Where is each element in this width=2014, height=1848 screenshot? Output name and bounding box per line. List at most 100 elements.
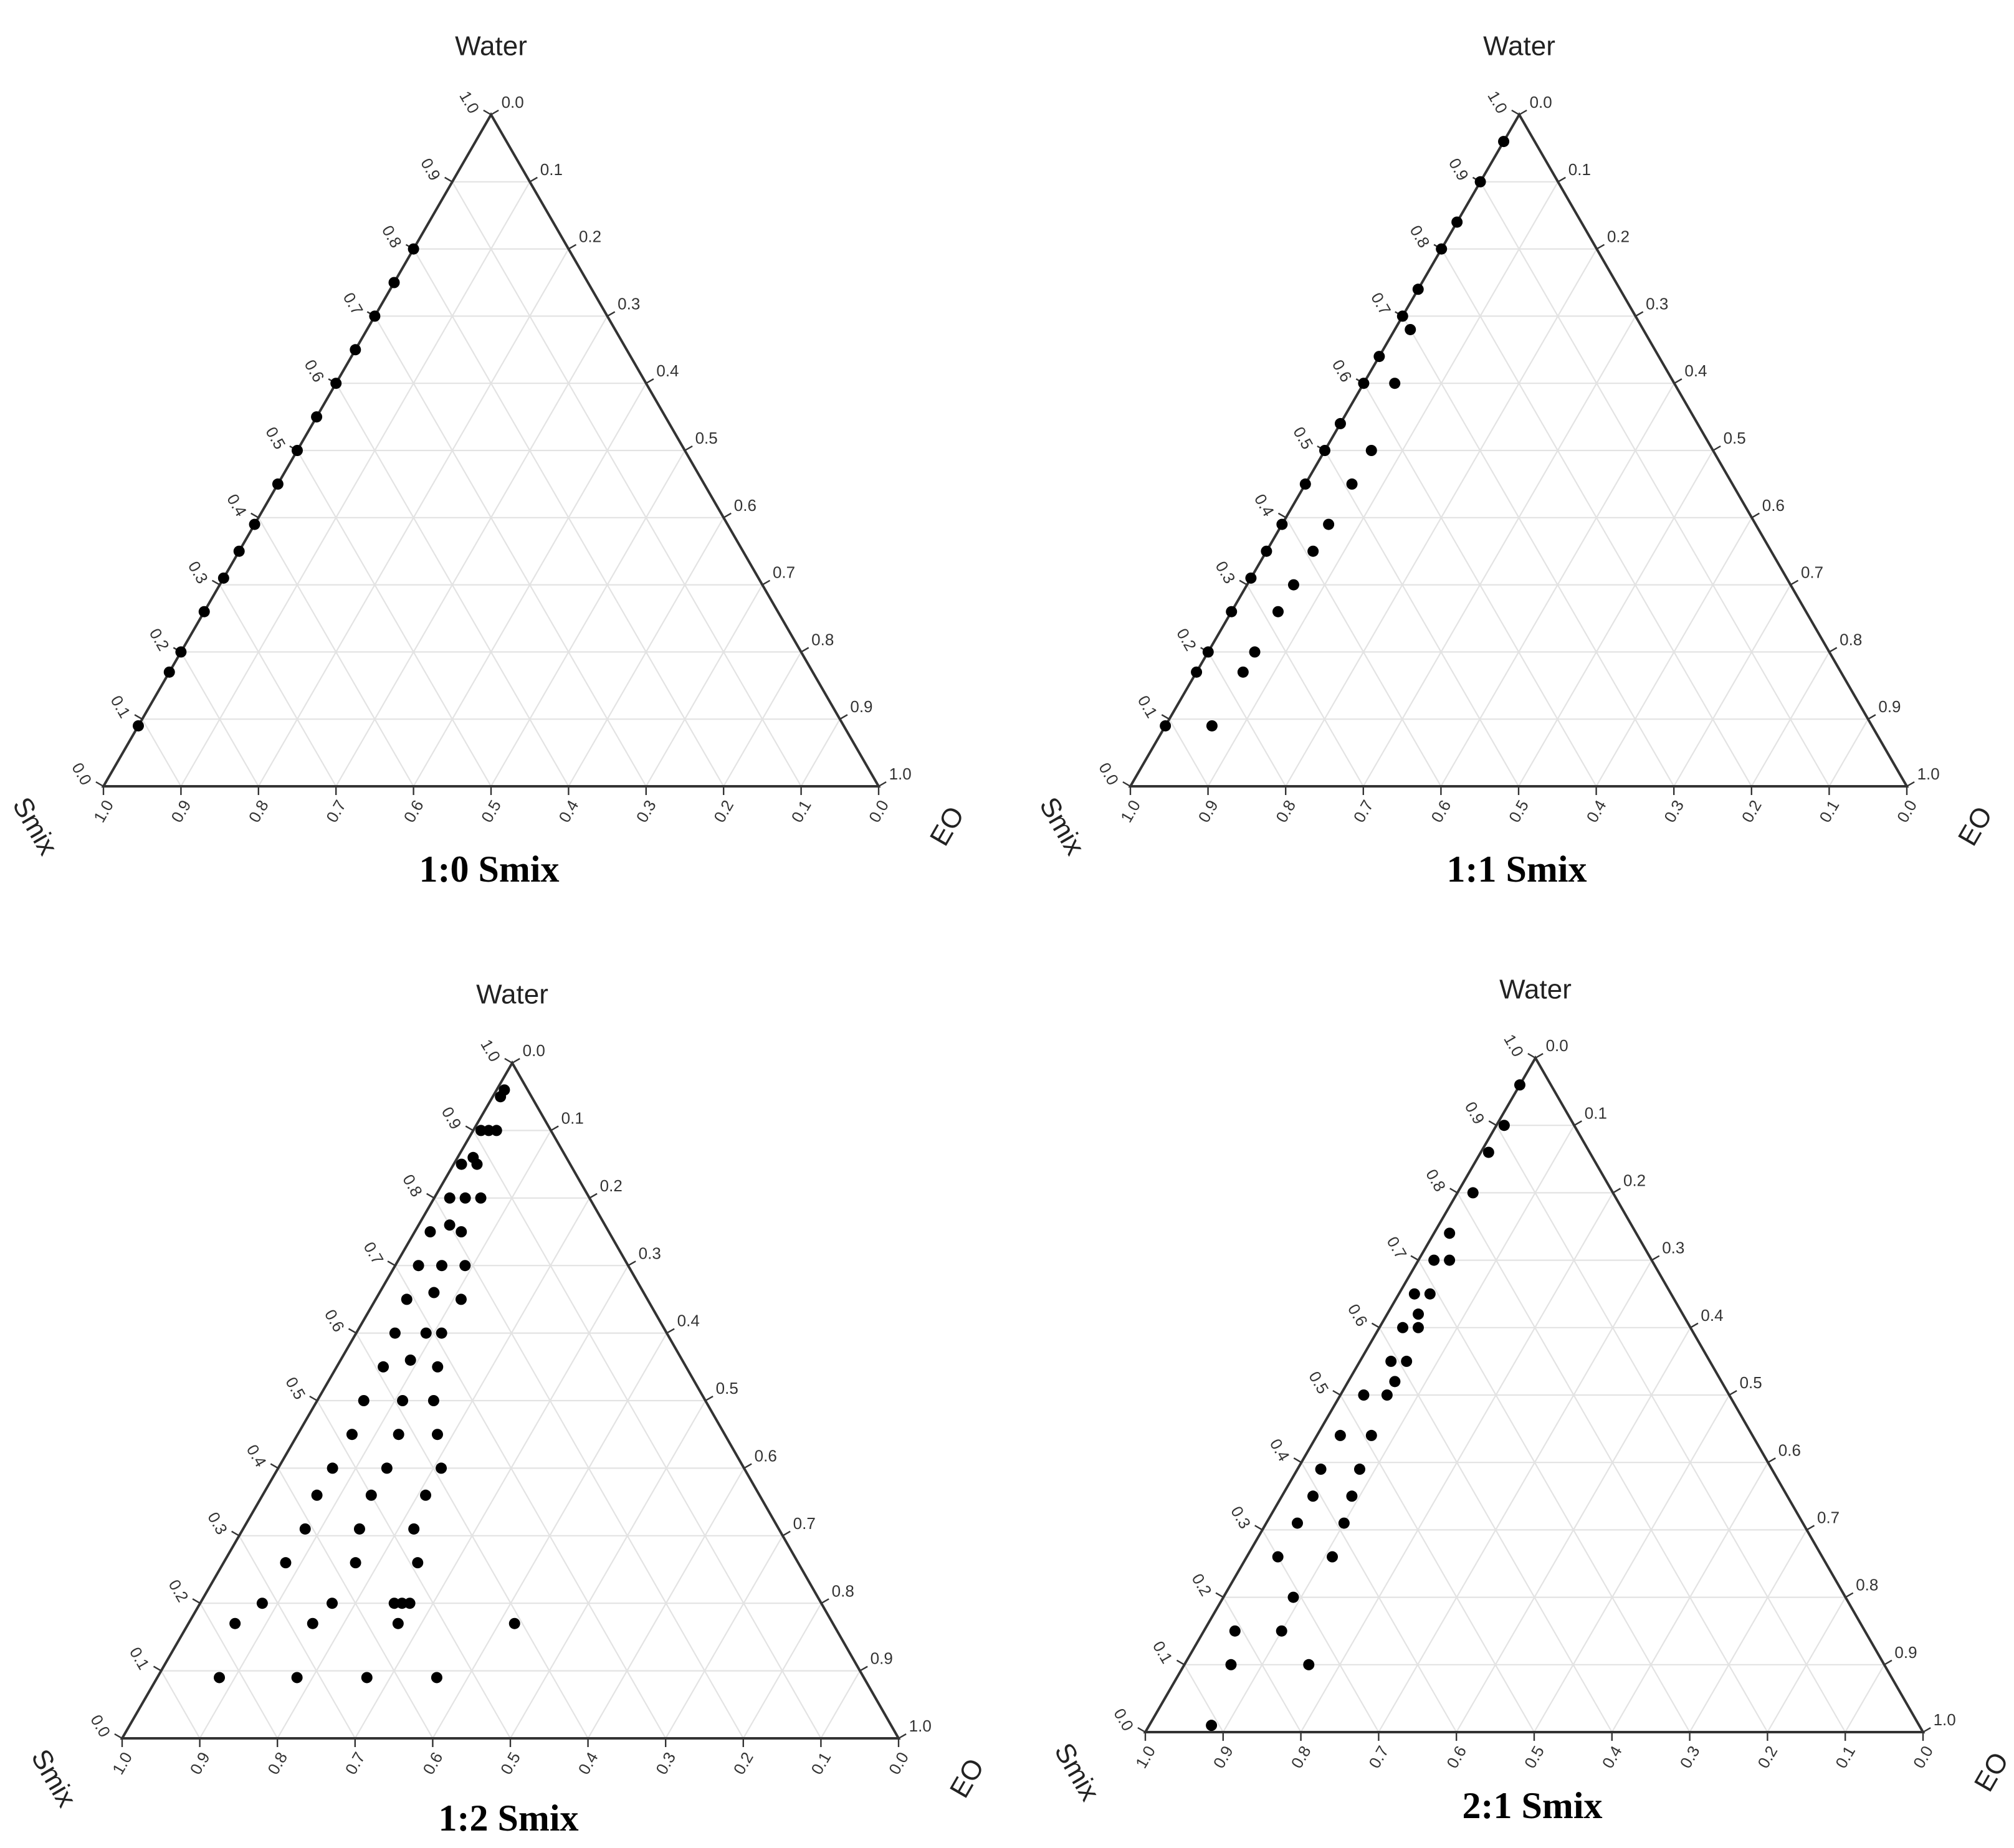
eo-axis-tick-label: 0.6 xyxy=(419,1749,446,1778)
grid-line xyxy=(199,1130,551,1739)
ternary-panel-1-0-smix: 0.0 0.1 0.2 0.3 0.4 0.5 0.6 0.7 0.8 0.9 1.0 0.0 0.1 0… xyxy=(6,31,970,890)
smix-axis-tick-label: 0.8 xyxy=(1406,222,1434,250)
grid-lines xyxy=(160,1130,861,1739)
grid-line xyxy=(180,651,259,787)
water-axis-tick xyxy=(1596,244,1605,250)
grid-line xyxy=(742,1603,822,1739)
smix-axis-tick xyxy=(211,579,221,586)
water-axis-tick-label: 0.0 xyxy=(523,1041,545,1060)
smix-axis-tick-label: 0.1 xyxy=(126,1644,153,1672)
data-point xyxy=(444,1192,456,1204)
eo-axis-tick-label: 0.9 xyxy=(186,1749,214,1778)
grid-line xyxy=(587,1467,745,1739)
water-axis-tick-label: 0.8 xyxy=(1856,1576,1878,1594)
water-axis-tick xyxy=(646,378,654,384)
data-point xyxy=(1358,1389,1370,1401)
grid-line xyxy=(394,1265,667,1739)
smix-axis-tick xyxy=(114,1733,123,1740)
panel-title: 1:1 Smix xyxy=(1447,849,1587,890)
data-point xyxy=(401,1293,413,1305)
panel-title: 1:0 Smix xyxy=(419,849,560,890)
data-point xyxy=(392,1617,404,1629)
smix-axis-tick-label: 0.3 xyxy=(1212,558,1239,586)
smix-axis-tick-label: 0.6 xyxy=(1344,1301,1372,1330)
smix-axis-tick-label: 1.0 xyxy=(477,1036,504,1065)
water-axis-tick xyxy=(628,1260,636,1267)
water-axis-tick-label: 0.1 xyxy=(1585,1103,1607,1122)
grid-line xyxy=(180,181,531,787)
water-axis-tick xyxy=(1557,176,1566,183)
eo-axis-tick-label: 0.5 xyxy=(1520,1743,1548,1771)
water-label: Water xyxy=(1499,974,1572,1005)
data-point xyxy=(1272,606,1284,617)
data-point xyxy=(291,1672,303,1684)
smix-axis-tick-label: 0.7 xyxy=(1367,289,1395,318)
data-point xyxy=(1353,1464,1365,1475)
water-axis-tick xyxy=(1767,1457,1776,1464)
grid-line xyxy=(1378,1260,1653,1733)
grid-line xyxy=(1845,1664,1885,1733)
smix-axis-tick xyxy=(192,1598,201,1604)
eo-axis-tick-label: 1.0 xyxy=(108,1749,136,1778)
grid-line xyxy=(820,1670,861,1739)
data-point xyxy=(1206,1720,1218,1731)
water-axis-tick xyxy=(529,176,538,183)
data-point xyxy=(459,1260,471,1272)
water-label: Water xyxy=(1483,31,1555,62)
smix-axis-tick xyxy=(1122,781,1131,788)
smix-axis-tick xyxy=(309,1395,318,1402)
water-axis-tick-label: 0.2 xyxy=(579,227,601,246)
water-axis-tick xyxy=(1884,1659,1892,1665)
data-point xyxy=(1261,545,1272,557)
water-axis-tick-label: 0.8 xyxy=(1840,630,1862,649)
grid-line xyxy=(238,1535,356,1739)
data-point xyxy=(1498,1120,1510,1131)
grid-line xyxy=(297,450,492,787)
grid-line xyxy=(1183,1664,1224,1733)
data-point xyxy=(1291,1517,1303,1529)
water-axis-tick xyxy=(607,311,616,317)
eo-axis-tick-label: 0.3 xyxy=(1676,1743,1704,1771)
data-point xyxy=(408,243,419,255)
water-axis-tick-label: 0.4 xyxy=(656,361,679,380)
eo-axis-tick-label: 0.6 xyxy=(1443,1743,1470,1771)
water-axis-tick-label: 0.3 xyxy=(1646,294,1668,313)
data-point xyxy=(431,1429,443,1441)
data-point xyxy=(389,1327,401,1339)
water-axis-tick xyxy=(821,1598,829,1604)
eo-axis-tick-label: 0.5 xyxy=(1505,797,1532,826)
eo-axis-tick-label: 0.4 xyxy=(555,797,582,826)
data-point xyxy=(1498,136,1510,148)
water-axis-tick-label: 1.0 xyxy=(1934,1710,1956,1729)
data-point xyxy=(490,1125,502,1136)
water-axis-tick-label: 0.8 xyxy=(811,630,834,649)
data-point xyxy=(365,1489,377,1501)
smix-axis-tick xyxy=(1410,1255,1419,1261)
water-axis-tick-label: 1.0 xyxy=(889,764,912,783)
grid-line xyxy=(1207,181,1559,787)
panel-title: 1:2 Smix xyxy=(439,1798,579,1839)
data-point xyxy=(1225,1659,1237,1670)
smix-axis-tick-label: 0.1 xyxy=(1149,1638,1176,1667)
water-axis-tick-label: 0.6 xyxy=(755,1447,777,1465)
data-point xyxy=(471,1158,483,1170)
water-axis-tick xyxy=(684,445,693,452)
data-point xyxy=(483,1125,495,1136)
smix-axis-tick xyxy=(270,1463,279,1469)
eo-axis-tick-label: 0.4 xyxy=(1598,1743,1626,1771)
data-point xyxy=(327,1598,338,1609)
data-point xyxy=(1405,323,1416,335)
data-point xyxy=(456,1158,467,1170)
smix-axis-tick xyxy=(1254,1525,1263,1531)
grid-line xyxy=(1418,1260,1691,1733)
water-axis-tick xyxy=(801,647,809,653)
data-point xyxy=(388,1598,400,1609)
smix-axis-tick xyxy=(1488,1120,1497,1126)
water-axis-tick xyxy=(859,1665,868,1672)
water-axis-tick-label: 0.3 xyxy=(618,294,640,313)
smix-axis-tick xyxy=(483,109,492,116)
water-axis-tick xyxy=(705,1396,713,1402)
water-axis-tick-label: 0.0 xyxy=(1546,1036,1568,1055)
eo-axis-tick-label: 0.7 xyxy=(1350,797,1377,826)
data-point xyxy=(307,1617,318,1629)
